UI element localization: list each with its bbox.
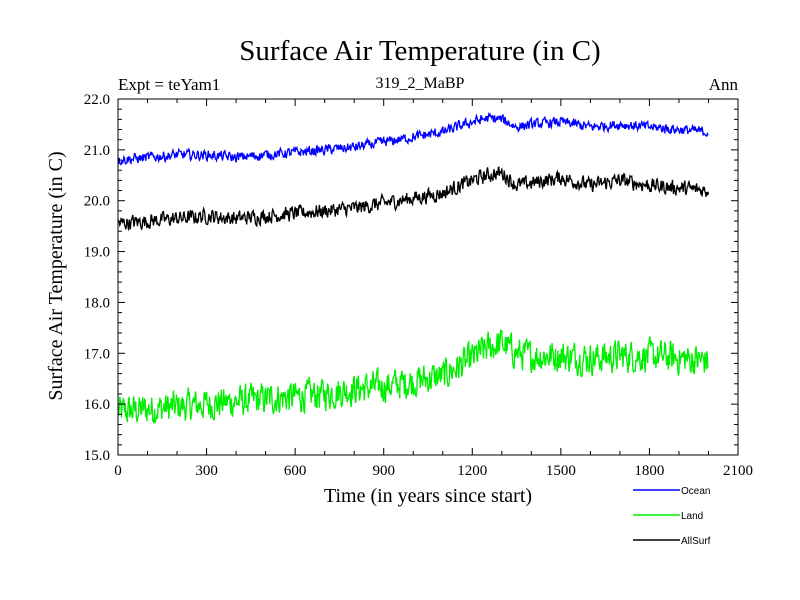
chart-subtitle: 319_2_MaBP bbox=[376, 75, 465, 92]
experiment-label: Expt = teYam1 bbox=[118, 75, 220, 94]
y-tick-label: 17.0 bbox=[84, 346, 110, 362]
y-tick-label: 22.0 bbox=[84, 92, 110, 108]
x-tick-label: 1500 bbox=[546, 463, 576, 479]
series-line-allsurf bbox=[117, 166, 710, 231]
x-axis-label: Time (in years since start) bbox=[324, 485, 532, 507]
y-tick-label: 19.0 bbox=[84, 245, 110, 261]
legend-label-land: Land bbox=[681, 511, 703, 522]
y-axis-label: Surface Air Temperature (in C) bbox=[45, 151, 67, 400]
y-tick-label: 20.0 bbox=[84, 194, 110, 210]
y-tick-label: 16.0 bbox=[84, 397, 110, 413]
x-tick-label: 1200 bbox=[457, 463, 487, 479]
series-group bbox=[117, 111, 710, 424]
series-line-ocean bbox=[117, 111, 709, 166]
series-line-land bbox=[117, 329, 709, 424]
y-tick-label: 18.0 bbox=[84, 295, 110, 311]
legend: Ocean Land AllSurf bbox=[633, 486, 711, 547]
axes-group: 0 300 600 900 1200 1500 1800 2100 15.0 16.0 17.0 18… bbox=[84, 92, 753, 479]
x-tick-label: 300 bbox=[195, 463, 218, 479]
chart-title: Surface Air Temperature (in C) bbox=[239, 35, 600, 67]
period-label: Ann bbox=[709, 75, 739, 94]
x-tick-label: 0 bbox=[114, 463, 122, 479]
x-tick-label: 1800 bbox=[634, 463, 664, 479]
y-tick-label: 15.0 bbox=[84, 448, 110, 464]
plot-frame bbox=[117, 98, 739, 456]
y-tick-label: 21.0 bbox=[84, 143, 110, 159]
x-tick-label: 600 bbox=[284, 463, 307, 479]
legend-label-allsurf: AllSurf bbox=[681, 536, 711, 547]
x-tick-label: 2100 bbox=[723, 463, 753, 479]
x-tick-label: 900 bbox=[372, 463, 395, 479]
legend-label-ocean: Ocean bbox=[681, 486, 710, 497]
